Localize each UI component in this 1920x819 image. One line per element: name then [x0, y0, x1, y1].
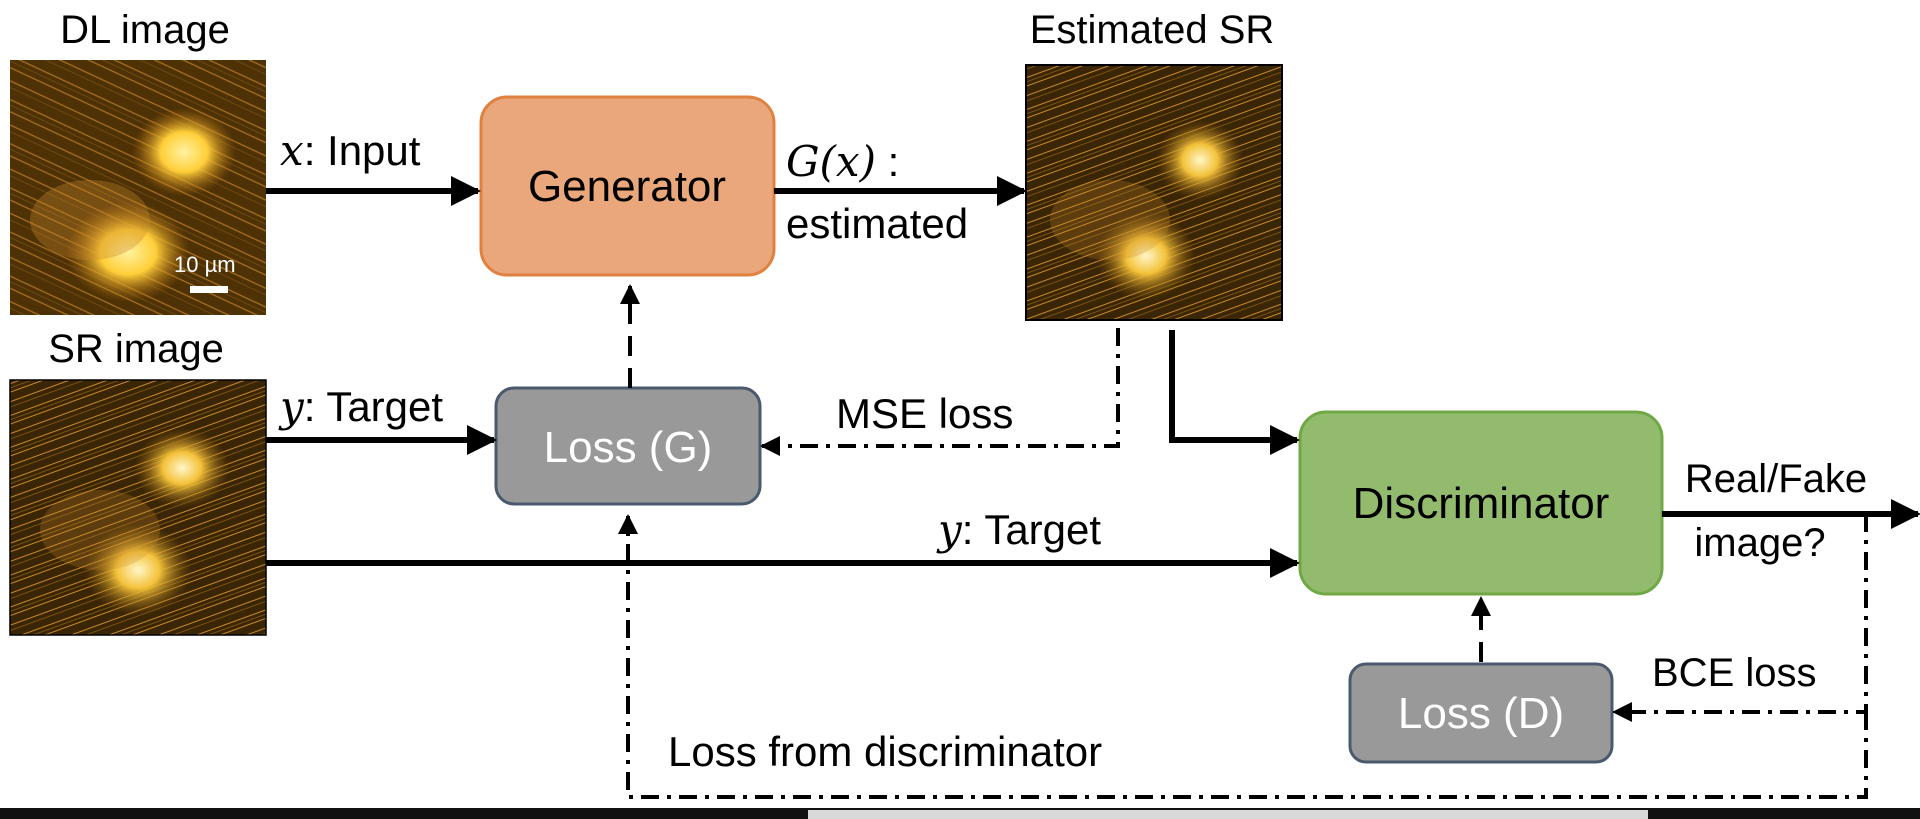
- loss-g-label: Loss (G): [544, 423, 713, 472]
- estimated-label: estimated: [786, 200, 968, 247]
- estimated-sr-image: [1025, 64, 1283, 321]
- input-label: x: Input: [280, 126, 421, 175]
- sr-image: [9, 379, 267, 636]
- estimated-sr-label: Estimated SR: [1030, 8, 1275, 52]
- real-fake-label: Real/Fake: [1685, 457, 1867, 501]
- generator-label: Generator: [528, 162, 726, 211]
- mse-loss-label: MSE loss: [836, 390, 1013, 437]
- sr-to-disc-arrow: [1169, 330, 1300, 455]
- screen-bottom-bar: [808, 810, 1648, 819]
- loss-d-label: Loss (D): [1398, 689, 1564, 738]
- target-label-2: y: Target: [936, 505, 1101, 554]
- bce-loss-label: BCE loss: [1652, 651, 1817, 695]
- discriminator-label: Discriminator: [1353, 479, 1610, 528]
- sr-image-label: SR image: [48, 327, 224, 371]
- screen-bottom-strip: [0, 808, 1920, 819]
- scale-bar: [190, 286, 228, 293]
- image-question-label: image?: [1694, 521, 1825, 565]
- dl-image: [10, 60, 266, 315]
- mse-loss-path: [760, 328, 1120, 456]
- generator-node: Generator: [479, 95, 776, 277]
- loss-d-node: Loss (D): [1348, 662, 1614, 764]
- scale-bar-label: 10 µm: [174, 252, 236, 277]
- discriminator-node: Discriminator: [1298, 410, 1664, 596]
- loss-from-disc-label: Loss from discriminator: [668, 728, 1102, 775]
- loss-from-disc-path: [618, 514, 1868, 799]
- loss-g-node: Loss (G): [494, 386, 762, 506]
- gx-label: G(x) :: [786, 137, 899, 186]
- dl-image-label: DL image: [60, 8, 230, 52]
- target-label-1: y: Target: [278, 382, 443, 431]
